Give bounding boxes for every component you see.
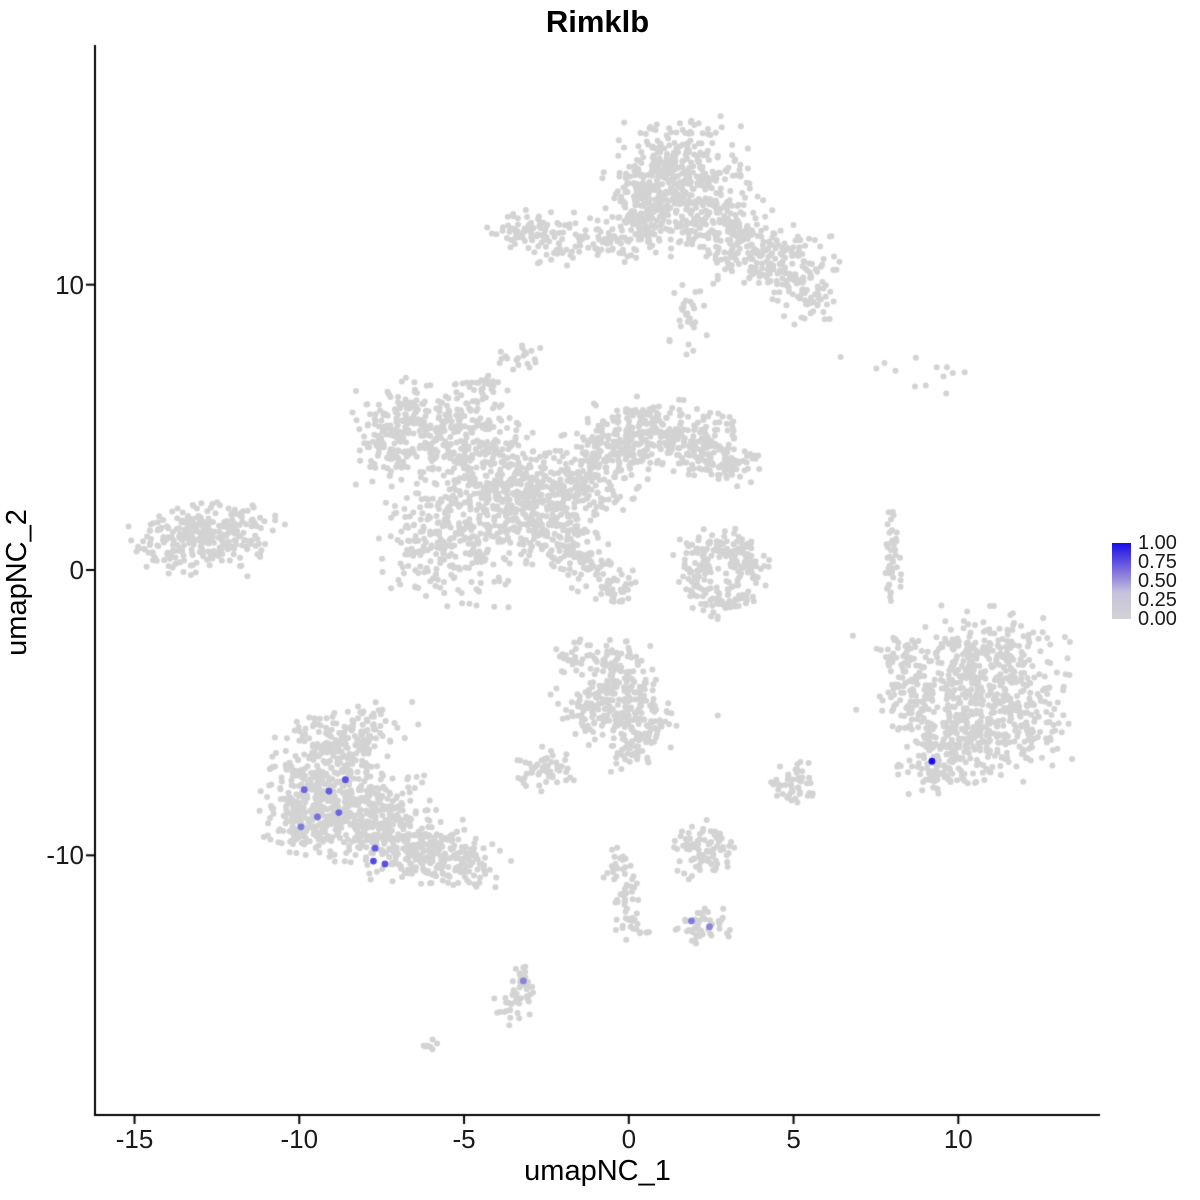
x-axis-label: umapNC_1 xyxy=(524,1155,671,1187)
legend-value-label: 0.75 xyxy=(1138,551,1177,573)
y-axis-label: umapNC_2 xyxy=(1,509,33,656)
legend-value-label: 0.25 xyxy=(1138,589,1177,611)
plot-title: Rimklb xyxy=(545,4,650,39)
legend-value-label: 0.50 xyxy=(1138,570,1177,592)
legend-value-label: 1.00 xyxy=(1138,532,1177,554)
legend-colorbar-gradient xyxy=(1112,543,1131,619)
expression-legend: 1.00 0.75 0.50 0.25 0.00 xyxy=(1112,533,1200,640)
legend-value-label: 0.00 xyxy=(1138,608,1177,630)
